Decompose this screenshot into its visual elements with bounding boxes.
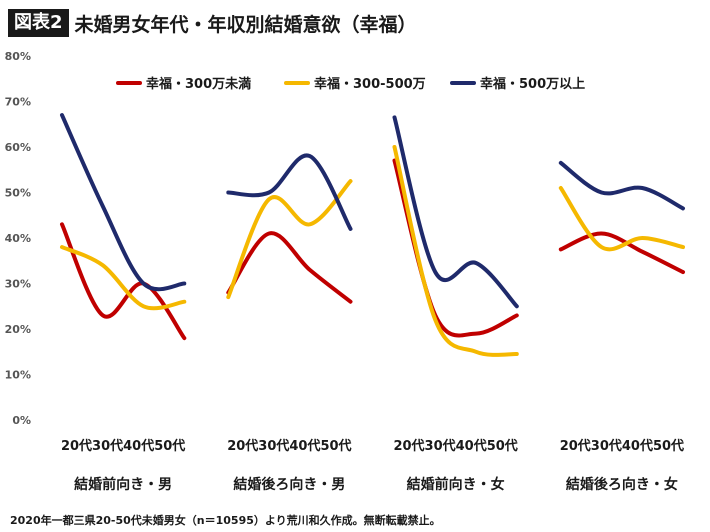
series-line [558, 231, 685, 275]
series-line [60, 245, 187, 311]
chart-title: 未婚男女年代・年収別結婚意欲（幸福） [74, 13, 417, 36]
series-line [226, 179, 353, 300]
y-tick-label: 50% [5, 187, 31, 200]
x-category-label: 20代30代40代50代 [393, 438, 517, 454]
x-group-label: 結婚前向き・女 [407, 476, 505, 493]
series-line [392, 145, 519, 357]
y-tick-label: 20% [5, 323, 31, 336]
series-line [60, 222, 187, 341]
x-group-label: 結婚後ろ向き・女 [566, 476, 678, 493]
legend-label: 幸福・500万以上 [480, 76, 585, 92]
y-tick-label: 60% [5, 141, 31, 154]
x-category-label: 20代30代40代50代 [227, 438, 351, 454]
legend-label: 幸福・300万未満 [146, 76, 251, 92]
footnote: 2020年一都三県20-50代未婚男女（n＝10595）より荒川和久作成。無断転… [10, 514, 441, 527]
series-line [392, 115, 519, 309]
x-group-label: 結婚後ろ向き・男 [233, 476, 345, 493]
x-group-label: 結婚前向き・男 [74, 476, 172, 493]
series-line [226, 231, 353, 304]
y-tick-label: 40% [5, 232, 31, 245]
y-tick-label: 70% [5, 96, 31, 109]
series-line [558, 160, 685, 211]
figure-badge: 図表2 [8, 9, 69, 37]
y-tick-label: 0% [12, 414, 31, 427]
y-tick-label: 30% [5, 278, 31, 291]
legend-label: 幸福・300-500万 [314, 76, 426, 92]
series-line [392, 158, 519, 338]
y-tick-label: 80% [5, 50, 31, 63]
series-line [60, 113, 187, 292]
series-line [226, 153, 353, 231]
y-tick-label: 10% [5, 369, 31, 382]
x-category-label: 20代30代40代50代 [560, 438, 684, 454]
series-line [558, 186, 685, 252]
chart-title-bar: 図表2 未婚男女年代・年収別結婚意欲（幸福） [8, 8, 417, 38]
x-category-label: 20代30代40代50代 [61, 438, 185, 454]
